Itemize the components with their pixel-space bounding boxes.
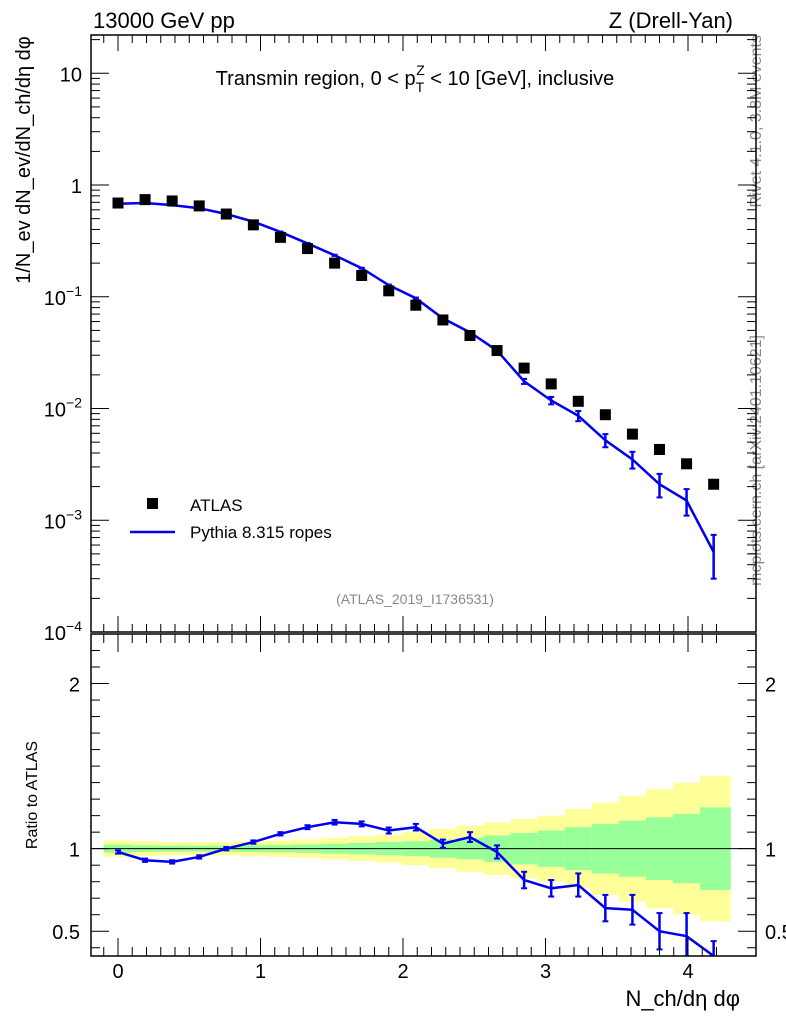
data-point	[410, 299, 422, 311]
x-tick-label: 3	[540, 961, 551, 983]
main-ytick-label: 10−1	[44, 283, 82, 310]
data-point	[464, 330, 476, 342]
main-ytick-label: 10−4	[44, 618, 82, 645]
main-ytick-label: 1	[71, 176, 82, 198]
data-point	[112, 197, 124, 209]
ratio-ytick-label-right: 2	[765, 675, 776, 697]
main-frame	[90, 34, 757, 633]
ratio-ytick-label-left: 2	[69, 675, 80, 697]
main-ylabel: 1/N_ev dN_ev/dN_ch/dη dφ	[13, 36, 35, 284]
header-left: 13000 GeV pp	[93, 8, 235, 33]
data-point	[545, 378, 557, 390]
ratio-panel: 2 2 1 1 0.5 0.5 0 1 2 3 4 Ratio to ATLAS N_ch/dη d…	[24, 633, 786, 1011]
main-ytick-label: 10−2	[44, 395, 82, 422]
header-right: Z (Drell-Yan)	[609, 8, 733, 33]
main-ytick-label: 10	[60, 64, 82, 86]
data-point	[681, 458, 693, 470]
x-tick-label: 2	[397, 961, 408, 983]
data-point	[491, 345, 503, 357]
ratio-ytick-label-left: 0.5	[52, 922, 80, 944]
ratio-ytick-label-right: 0.5	[765, 922, 786, 944]
legend-marker-atlas	[147, 498, 158, 509]
legend-label-mc: Pythia 8.315 ropes	[190, 523, 332, 542]
main-ytick-label: 10−3	[44, 506, 82, 533]
data-point	[302, 243, 314, 255]
ratio-frame	[90, 633, 757, 957]
x-tick-label: 4	[682, 961, 693, 983]
data-point	[572, 395, 584, 407]
legend-label-atlas: ATLAS	[190, 496, 243, 515]
data-point	[708, 478, 720, 490]
data-point	[599, 409, 611, 421]
x-axis-label: N_ch/dη dφ	[625, 986, 740, 1011]
data-point	[274, 231, 286, 243]
ratio-series	[115, 818, 717, 958]
x-tick-label: 1	[255, 961, 266, 983]
data-point	[356, 269, 368, 281]
main-title-sub: T	[416, 79, 425, 95]
ratio-ytick-label-right: 1	[765, 840, 776, 862]
data-point	[654, 443, 665, 455]
main-title: Transmin region, 0 < pTZ < 10 [GeV], inc…	[216, 62, 615, 95]
data-series	[112, 194, 720, 490]
data-point	[626, 428, 638, 440]
main-title-pre: Transmin region, 0 < p	[216, 68, 416, 90]
data-point	[166, 195, 178, 207]
data-point	[437, 314, 449, 326]
main-title-sup: Z	[416, 62, 425, 78]
legend: ATLAS Pythia 8.315 ropes	[130, 496, 332, 542]
data-point	[518, 362, 530, 374]
main-title-post: < 10 [GeV], inclusive	[425, 68, 615, 90]
main-panel: Transmin region, 0 < pTZ < 10 [GeV], inc…	[13, 34, 757, 645]
ratio-ytick-label-left: 1	[69, 840, 80, 862]
x-tick-label: 0	[112, 961, 123, 983]
analysis-id: (ATLAS_2019_I1736531)	[336, 591, 494, 607]
data-point	[139, 194, 151, 206]
data-point	[329, 257, 341, 269]
data-point	[193, 200, 205, 212]
ratio-ylabel: Ratio to ATLAS	[24, 741, 41, 849]
data-point	[383, 285, 395, 297]
data-point	[220, 208, 232, 220]
data-point	[247, 219, 259, 231]
